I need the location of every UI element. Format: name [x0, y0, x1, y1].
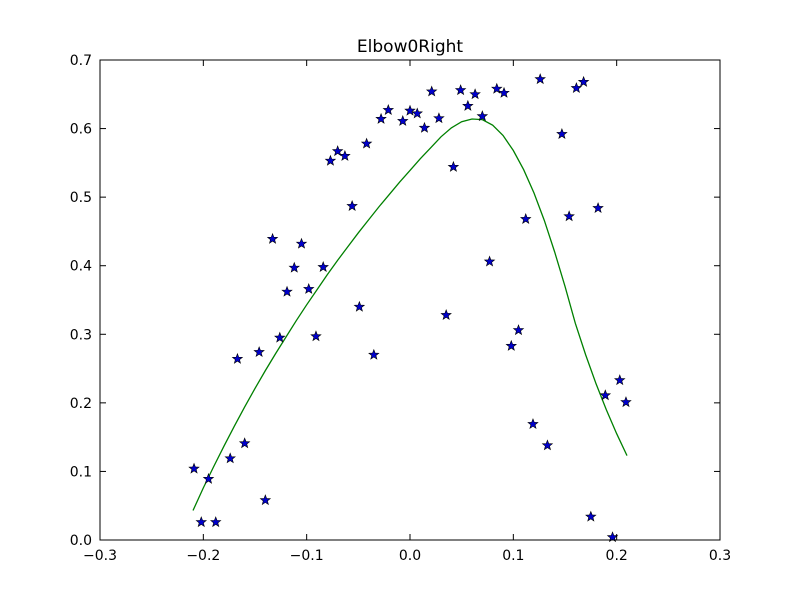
data-point — [563, 210, 575, 222]
data-point — [483, 255, 496, 267]
x-tick-label: 0.0 — [399, 548, 421, 564]
data-point — [302, 282, 315, 294]
y-tick-label: 0.2 — [70, 396, 92, 412]
data-point — [274, 331, 286, 343]
data-point — [425, 85, 438, 97]
fit-curve — [192, 118, 628, 511]
data-point — [324, 154, 337, 166]
data-point — [512, 324, 525, 336]
data-point — [534, 73, 546, 85]
x-tick-label: −0.2 — [186, 548, 220, 564]
y-tick-label: 0.5 — [70, 190, 92, 206]
data-point — [469, 88, 481, 100]
data-point — [476, 110, 489, 122]
data-point — [411, 107, 423, 119]
data-point — [188, 462, 200, 474]
data-point — [295, 237, 308, 249]
data-point — [577, 75, 590, 87]
y-tick-label: 0.3 — [70, 327, 92, 343]
data-point — [541, 439, 554, 451]
data-point — [259, 494, 272, 506]
data-point — [195, 516, 208, 528]
data-point — [620, 396, 632, 408]
data-point — [224, 452, 236, 464]
axis-ticks: −0.3 −0.2 −0.1 0.0 0.1 0.2 0.3 0.0 0.1 0.2 0.3 0.4 0… — [70, 53, 731, 564]
data-point — [231, 352, 244, 364]
data-point — [238, 437, 251, 449]
y-tick-label: 0.7 — [70, 53, 92, 69]
data-point — [614, 374, 626, 386]
data-point — [462, 99, 474, 111]
data-point — [209, 516, 222, 528]
data-point — [599, 389, 612, 401]
data-point — [375, 112, 387, 124]
data-point — [505, 339, 518, 351]
x-tick-label: 0.3 — [709, 548, 731, 564]
data-point — [418, 121, 431, 133]
y-tick-label: 0.4 — [70, 259, 92, 275]
x-tick-label: −0.3 — [83, 548, 117, 564]
data-point — [353, 300, 366, 312]
data-point — [433, 112, 445, 124]
data-point — [382, 104, 395, 115]
y-tick-label: 0.1 — [70, 464, 92, 480]
data-point — [317, 261, 329, 272]
data-point — [310, 330, 322, 342]
data-point — [288, 261, 301, 273]
y-tick-label: 0.0 — [70, 533, 92, 549]
data-point — [404, 104, 416, 116]
data-point — [527, 418, 539, 430]
data-point — [556, 128, 568, 139]
data-point — [440, 309, 452, 320]
data-point — [570, 82, 583, 94]
data-point — [339, 149, 351, 161]
y-tick-label: 0.6 — [70, 122, 92, 138]
plot-area — [188, 73, 632, 543]
x-tick-label: −0.1 — [290, 548, 324, 564]
data-point — [331, 145, 344, 157]
x-tick-label: 0.2 — [606, 548, 628, 564]
chart-title: Elbow0Right — [357, 37, 463, 57]
data-point — [585, 510, 597, 522]
data-point — [253, 346, 265, 358]
data-point — [447, 160, 460, 172]
data-point — [397, 114, 409, 126]
data-point — [454, 84, 467, 96]
data-point — [592, 202, 604, 214]
x-tick-label: 0.1 — [502, 548, 524, 564]
data-point — [266, 232, 279, 244]
data-point — [346, 200, 358, 211]
data-point — [202, 472, 215, 484]
data-point — [519, 213, 532, 224]
data-point — [360, 137, 373, 149]
data-point — [498, 86, 510, 98]
data-point — [491, 82, 503, 94]
data-point — [281, 285, 293, 297]
data-point — [368, 348, 380, 360]
